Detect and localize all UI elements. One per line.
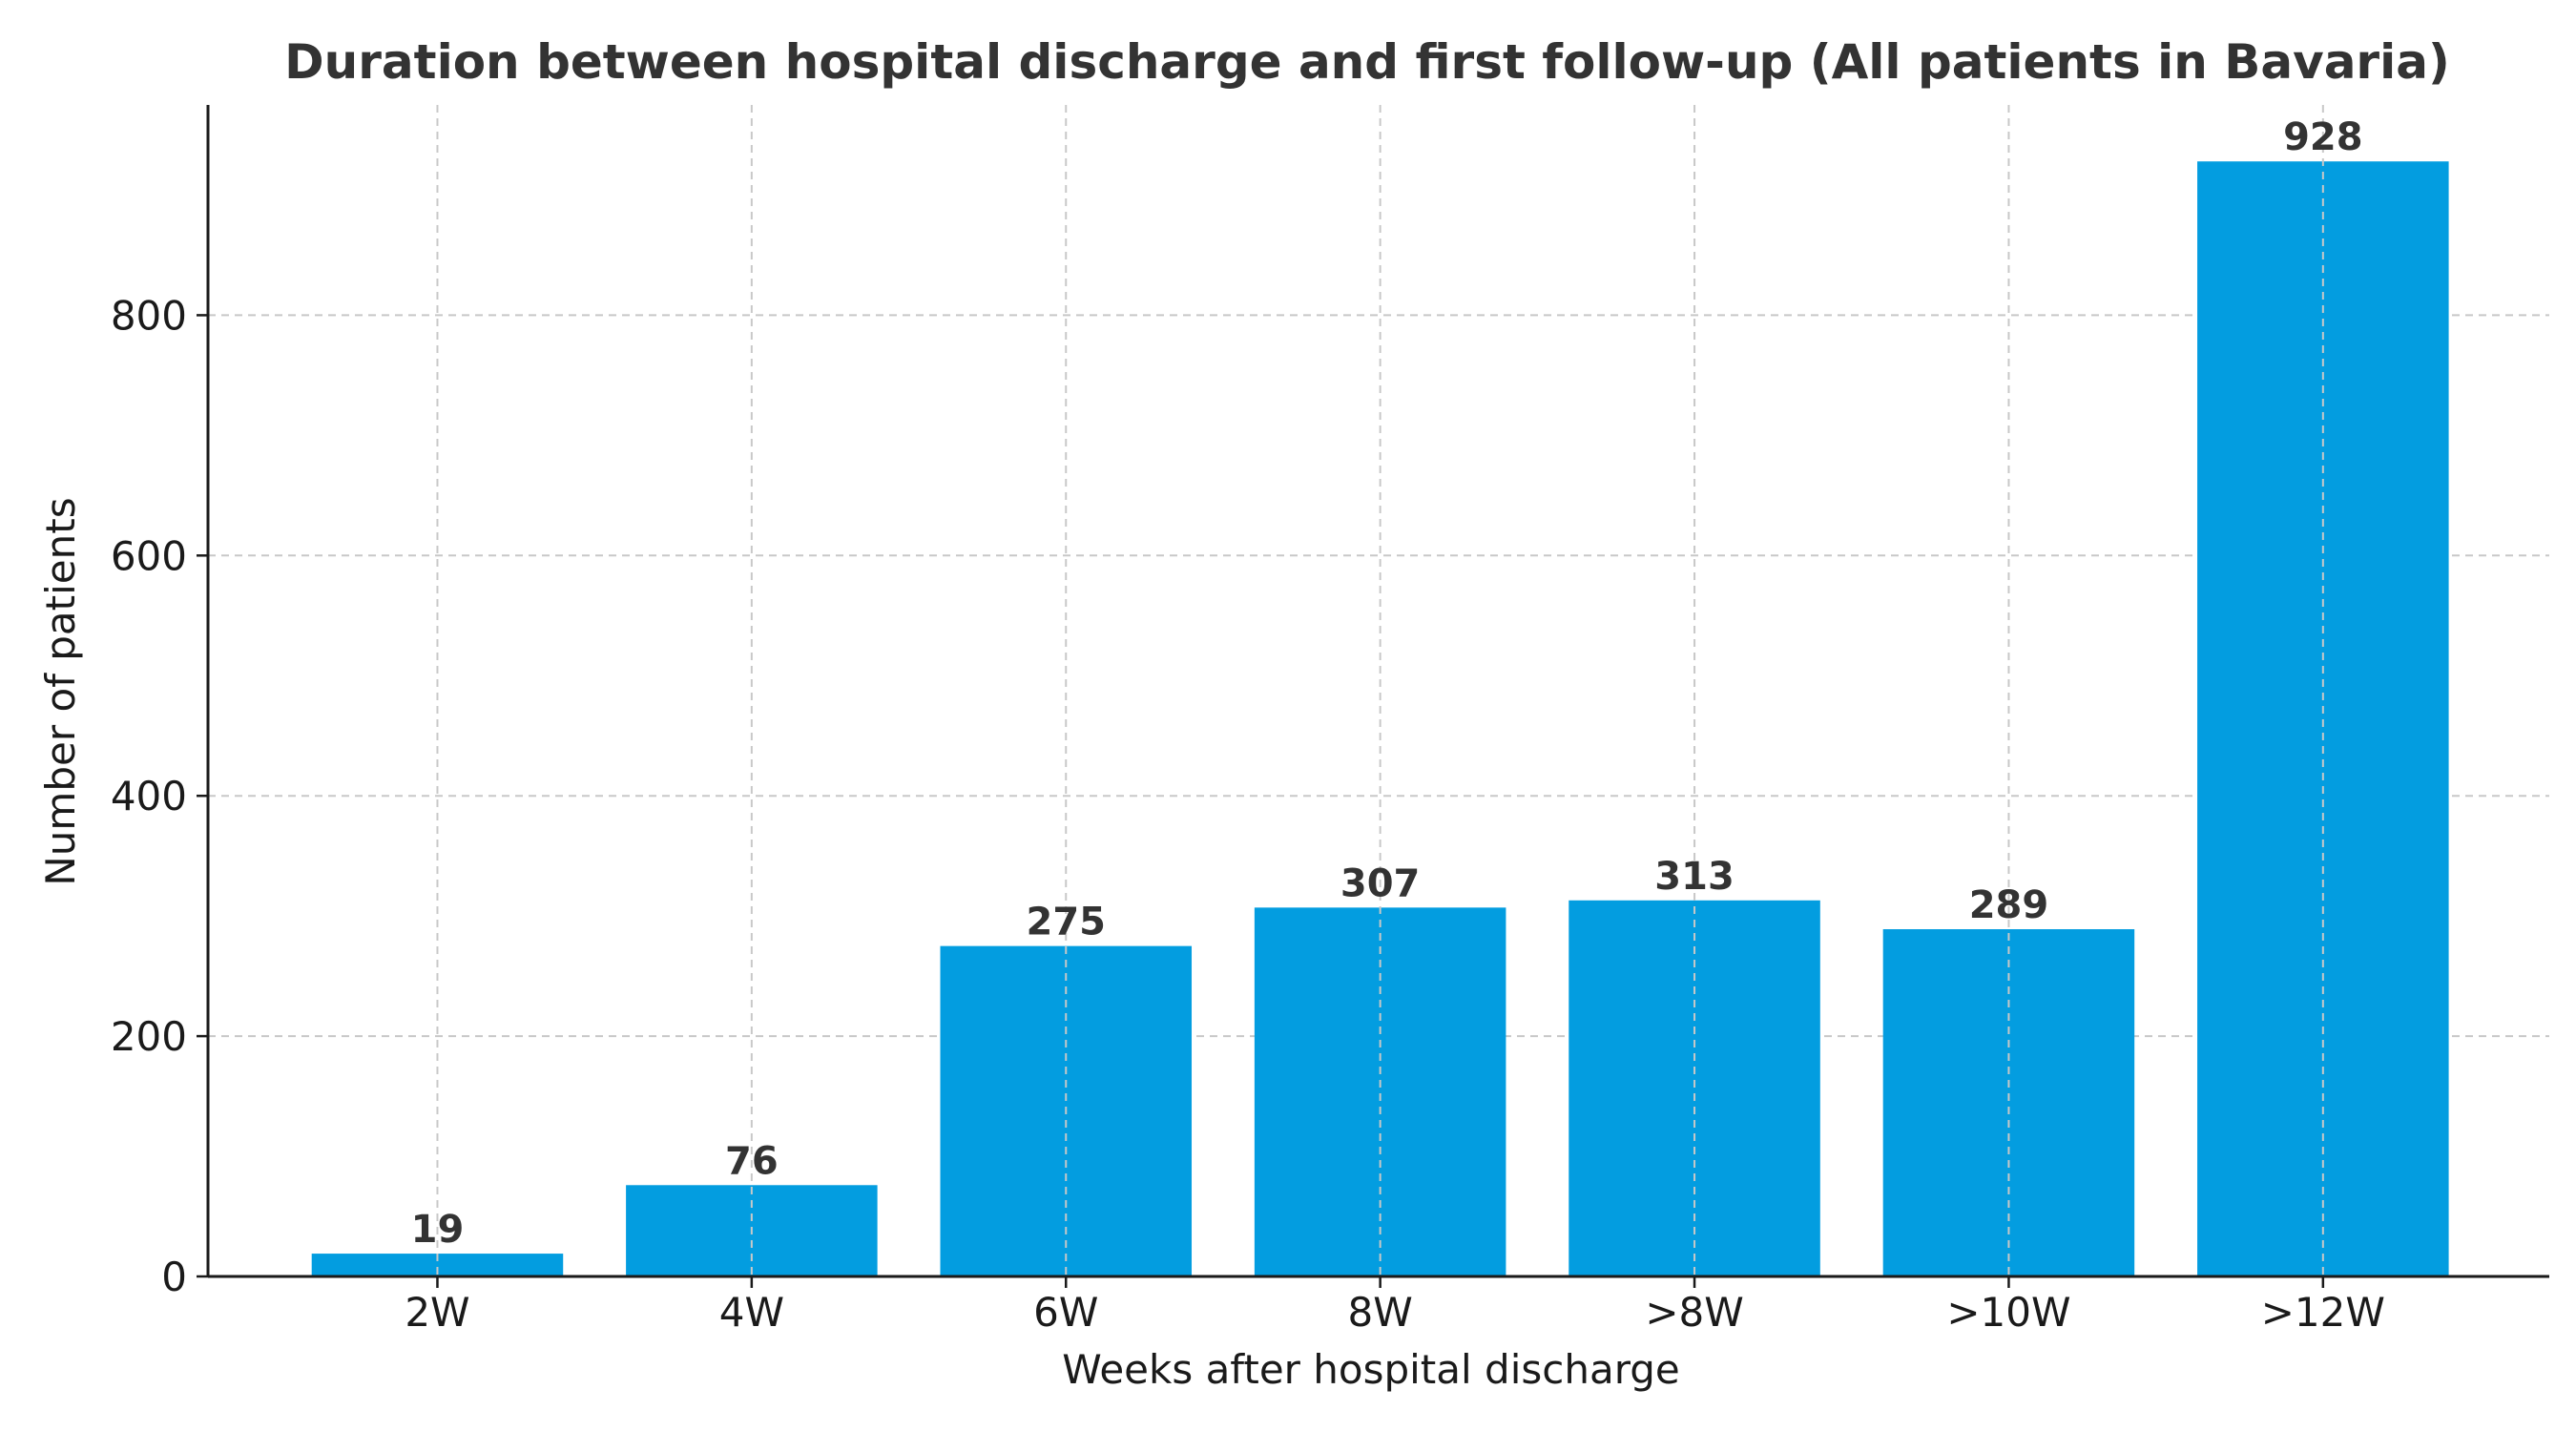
grid-layer (208, 314, 2549, 1038)
data-label: 76 (725, 1139, 779, 1183)
y-tick-label: 200 (111, 1013, 187, 1060)
x-tick-label: >8W (1645, 1289, 1743, 1336)
y-axis-title: Number of patients (37, 497, 84, 885)
data-label: 275 (1027, 901, 1107, 944)
axes-layer (197, 105, 2549, 1288)
bar-gt10w (1882, 929, 2135, 1276)
x-tick-label: 2W (405, 1289, 469, 1336)
labels-layer: 0 200 400 600 800 2W 19 4W 76 6W 275 8W 307 >8W 313 >10… (111, 115, 2385, 1336)
y-tick-label: 600 (111, 532, 187, 579)
x-tick-label: 4W (719, 1289, 784, 1336)
data-label: 313 (1654, 855, 1735, 899)
y-tick-label: 800 (111, 292, 187, 339)
data-label: 307 (1340, 861, 1421, 905)
chart-title: Duration between hospital discharge and … (284, 34, 2450, 90)
x-grid-layer (436, 105, 2324, 1276)
bar-2w (311, 1254, 564, 1276)
data-label: 289 (1969, 883, 2049, 927)
y-tick-label: 0 (161, 1254, 187, 1300)
x-axis-title: Weeks after hospital discharge (1062, 1346, 1679, 1393)
data-label: 19 (411, 1208, 465, 1252)
y-tick-label: 400 (111, 773, 187, 819)
x-tick-label: 8W (1348, 1289, 1413, 1336)
x-tick-label: 6W (1033, 1289, 1098, 1336)
x-tick-label: >12W (2261, 1289, 2385, 1336)
x-tick-label: >10W (1946, 1289, 2070, 1336)
data-label: 928 (2283, 115, 2363, 159)
